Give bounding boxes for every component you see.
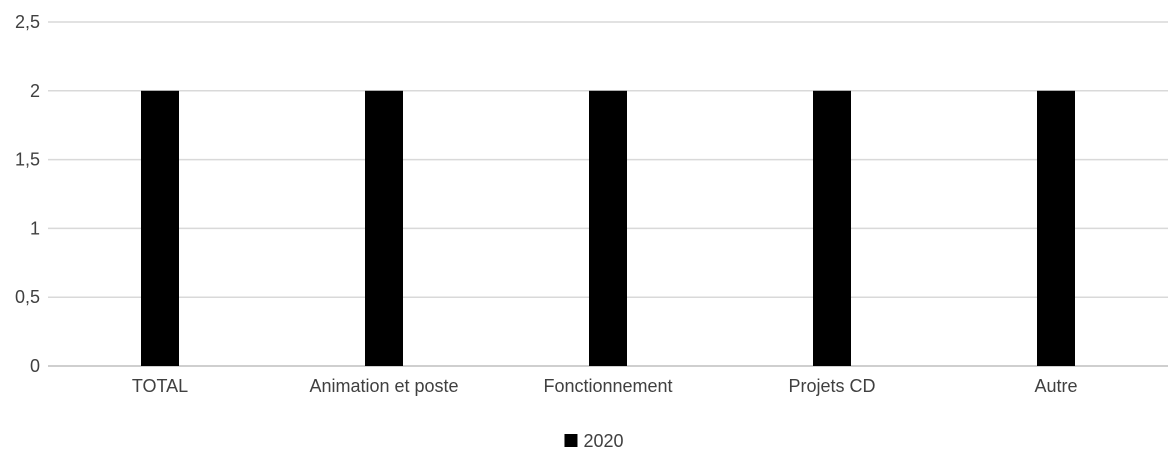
y-tick-label: 1,5 (15, 150, 40, 170)
x-category-label: Autre (1034, 376, 1077, 396)
y-tick-label: 1 (30, 218, 40, 238)
legend-label: 2020 (583, 431, 623, 451)
x-axis-category-labels: TOTAL Animation et poste Fonctionnement Pro… (132, 376, 1078, 396)
bars (141, 90, 1075, 367)
y-tick-label: 2,5 (15, 12, 40, 32)
y-axis-tick-labels: 0 0,5 1 1,5 2 2,5 (15, 12, 40, 376)
legend: 2020 (564, 431, 624, 451)
bar (589, 90, 627, 367)
y-tick-label: 0 (30, 356, 40, 376)
legend-swatch (564, 434, 578, 447)
bar (1037, 90, 1075, 367)
x-category-label: TOTAL (132, 376, 188, 396)
x-category-label: Animation et poste (309, 376, 458, 396)
bar (141, 90, 179, 367)
bar (365, 90, 403, 367)
x-category-label: Fonctionnement (543, 376, 672, 396)
y-tick-label: 2 (30, 81, 40, 101)
bar (813, 90, 851, 367)
y-tick-label: 0,5 (15, 287, 40, 307)
x-category-label: Projets CD (788, 376, 875, 396)
